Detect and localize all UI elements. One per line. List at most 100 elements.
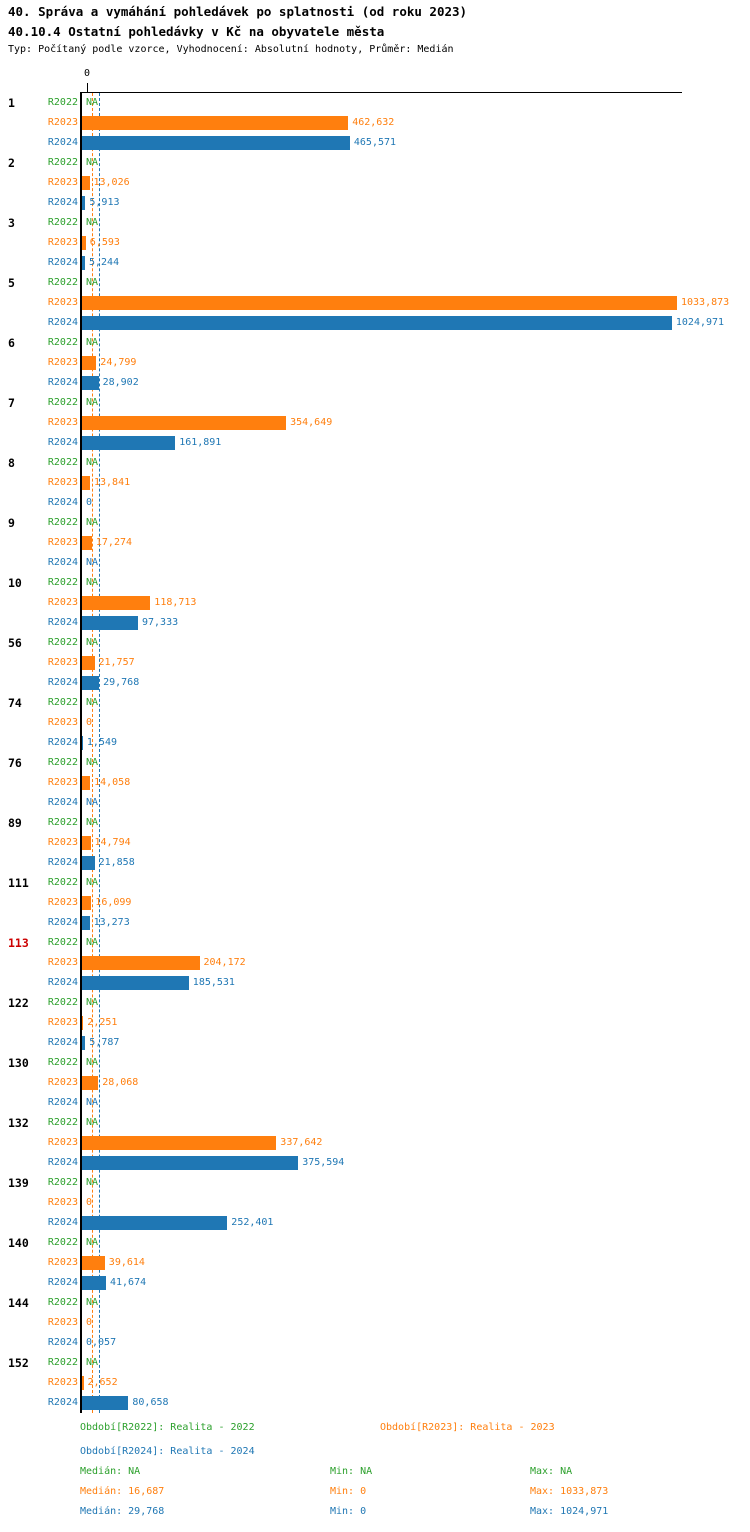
chart-subtitle: 40.10.4 Ostatní pohledávky v Kč na obyva… xyxy=(8,24,385,39)
value-label: 14,794 xyxy=(94,837,131,848)
series-label-r2024: R2024 xyxy=(47,977,78,988)
value-label: NA xyxy=(86,157,99,168)
series-label-r2023: R2023 xyxy=(47,1077,78,1088)
bar-r2024 xyxy=(82,1396,129,1410)
value-label: NA xyxy=(86,697,99,708)
series-label-r2024: R2024 xyxy=(47,257,78,268)
value-label: 1024,971 xyxy=(675,317,725,328)
series-label-r2022: R2022 xyxy=(47,457,78,468)
value-label: NA xyxy=(86,217,99,228)
value-label: 13,841 xyxy=(94,477,131,488)
value-label: NA xyxy=(86,397,99,408)
series-label-r2023: R2023 xyxy=(47,657,78,668)
chart-row-56-r2023: R2023 21,757 xyxy=(0,653,750,673)
bar-r2024 xyxy=(82,1156,299,1170)
chart-meta: Typ: Počítaný podle vzorce, Vyhodnocení:… xyxy=(8,44,454,55)
chart-row-122-r2023: R2023 2,251 xyxy=(0,1013,750,1033)
series-label-r2023: R2023 xyxy=(47,597,78,608)
chart-row-144-r2022: 144 R2022 NA xyxy=(0,1293,750,1313)
series-label-r2023: R2023 xyxy=(47,1017,78,1028)
chart-row-2-r2024: R2024 5,913 xyxy=(0,193,750,213)
bar-r2024 xyxy=(82,736,83,750)
plot-area: 1 R2022 NA R2023 462,632 R2024 465,571 2 R2022 NA… xyxy=(0,93,750,1413)
category-label-122: 122 xyxy=(8,996,29,1010)
chart-row-2-r2023: R2023 13,026 xyxy=(0,173,750,193)
value-label: 462,632 xyxy=(352,117,395,128)
category-label-113: 113 xyxy=(8,936,29,950)
bar-r2024 xyxy=(82,1036,86,1050)
value-label: 21,757 xyxy=(98,657,135,668)
value-label: NA xyxy=(86,1097,99,1108)
chart-row-132-r2023: R2023 337,642 xyxy=(0,1133,750,1153)
stat-max-r2024: Max: 1024,971 xyxy=(530,1506,609,1517)
series-label-r2024: R2024 xyxy=(47,737,78,748)
value-label: 204,172 xyxy=(203,957,246,968)
series-label-r2024: R2024 xyxy=(47,1397,78,1408)
series-label-r2022: R2022 xyxy=(47,817,78,828)
chart-row-6-r2023: R2023 24,799 xyxy=(0,353,750,373)
value-label: 16,099 xyxy=(95,897,132,908)
chart-row-152-r2023: R2023 2,652 xyxy=(0,1373,750,1393)
bar-r2024 xyxy=(82,676,100,690)
chart-row-89-r2023: R2023 14,794 xyxy=(0,833,750,853)
chart-row-6-r2024: R2024 28,902 xyxy=(0,373,750,393)
chart-row-9-r2024: R2024 NA xyxy=(0,553,750,573)
chart-row-3-r2022: 3 R2022 NA xyxy=(0,213,750,233)
chart-row-10-r2022: 10 R2022 NA xyxy=(0,573,750,593)
chart-row-74-r2022: 74 R2022 NA xyxy=(0,693,750,713)
stat-median-r2023: Medián: 16,687 xyxy=(80,1486,165,1497)
value-label: NA xyxy=(86,797,99,808)
chart-row-74-r2023: R2023 0 xyxy=(0,713,750,733)
value-label: NA xyxy=(86,1057,99,1068)
category-label-10: 10 xyxy=(8,576,22,590)
value-label: 0 xyxy=(86,717,93,728)
value-label: 5,787 xyxy=(89,1037,120,1048)
chart-row-140-r2022: 140 R2022 NA xyxy=(0,1233,750,1253)
bar-r2023 xyxy=(82,176,90,190)
series-label-r2024: R2024 xyxy=(47,137,78,148)
series-label-r2023: R2023 xyxy=(47,1377,78,1388)
bar-r2024 xyxy=(82,976,189,990)
value-label: 1033,873 xyxy=(681,297,730,308)
value-label: NA xyxy=(86,1237,99,1248)
bar-r2023 xyxy=(82,896,92,910)
series-label-r2023: R2023 xyxy=(47,777,78,788)
chart-row-56-r2022: 56 R2022 NA xyxy=(0,633,750,653)
series-label-r2023: R2023 xyxy=(47,117,78,128)
x-axis-zero-tick xyxy=(87,83,88,92)
chart-row-113-r2024: R2024 185,531 xyxy=(0,973,750,993)
series-label-r2023: R2023 xyxy=(47,357,78,368)
series-label-r2024: R2024 xyxy=(47,1157,78,1168)
value-label: 28,902 xyxy=(102,377,139,388)
median-line-r2023 xyxy=(91,93,93,1413)
chart-row-132-r2022: 132 R2022 NA xyxy=(0,1113,750,1133)
chart-row-113-r2022: 113 R2022 NA xyxy=(0,933,750,953)
value-label: 6,593 xyxy=(89,237,120,248)
series-label-r2024: R2024 xyxy=(47,617,78,628)
bar-r2023 xyxy=(82,116,349,130)
value-label: 375,594 xyxy=(302,1157,345,1168)
series-label-r2023: R2023 xyxy=(47,477,78,488)
series-label-r2022: R2022 xyxy=(47,157,78,168)
value-label: NA xyxy=(86,997,99,1008)
series-label-r2024: R2024 xyxy=(47,1337,78,1348)
chart-title: 40. Správa a vymáhání pohledávek po spla… xyxy=(8,4,468,19)
value-label: 39,614 xyxy=(108,1257,145,1268)
chart-row-1-r2022: 1 R2022 NA xyxy=(0,93,750,113)
x-axis-zero-label: 0 xyxy=(83,68,91,79)
series-label-r2022: R2022 xyxy=(47,1057,78,1068)
chart-row-2-r2022: 2 R2022 NA xyxy=(0,153,750,173)
series-label-r2023: R2023 xyxy=(47,537,78,548)
chart-row-111-r2024: R2024 13,273 xyxy=(0,913,750,933)
bar-r2023 xyxy=(82,956,200,970)
series-label-r2023: R2023 xyxy=(47,1317,78,1328)
bar-r2023 xyxy=(82,356,97,370)
chart-row-130-r2023: R2023 28,068 xyxy=(0,1073,750,1093)
value-label: NA xyxy=(86,577,99,588)
bar-r2024 xyxy=(82,1216,228,1230)
bar-r2024 xyxy=(82,376,99,390)
series-label-r2022: R2022 xyxy=(47,1177,78,1188)
bar-r2023 xyxy=(82,1376,84,1390)
chart-row-74-r2024: R2024 1,549 xyxy=(0,733,750,753)
chart-row-5-r2022: 5 R2022 NA xyxy=(0,273,750,293)
